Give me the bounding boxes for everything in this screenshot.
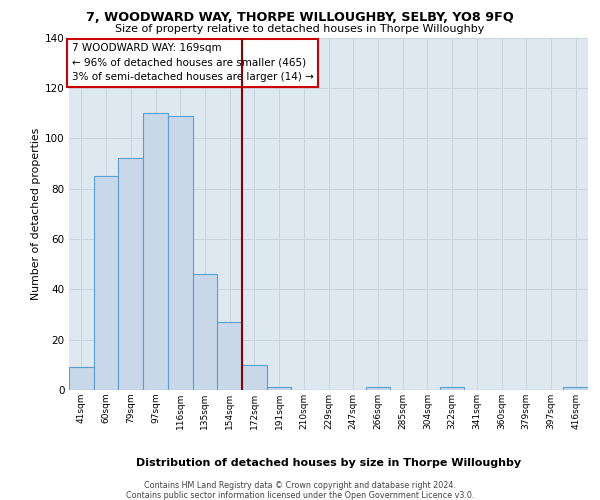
Text: 7, WOODWARD WAY, THORPE WILLOUGHBY, SELBY, YO8 9FQ: 7, WOODWARD WAY, THORPE WILLOUGHBY, SELB… xyxy=(86,11,514,24)
Text: Size of property relative to detached houses in Thorpe Willoughby: Size of property relative to detached ho… xyxy=(115,24,485,34)
Text: Distribution of detached houses by size in Thorpe Willoughby: Distribution of detached houses by size … xyxy=(136,458,521,468)
Bar xyxy=(365,388,390,390)
Bar xyxy=(267,388,292,390)
Bar xyxy=(242,365,267,390)
Bar xyxy=(217,322,242,390)
Text: Contains HM Land Registry data © Crown copyright and database right 2024.: Contains HM Land Registry data © Crown c… xyxy=(144,481,456,490)
Bar xyxy=(563,388,588,390)
Bar xyxy=(69,368,94,390)
Text: Contains public sector information licensed under the Open Government Licence v3: Contains public sector information licen… xyxy=(126,491,474,500)
Bar xyxy=(193,274,217,390)
Bar xyxy=(118,158,143,390)
Bar xyxy=(94,176,118,390)
Bar xyxy=(440,388,464,390)
Text: 7 WOODWARD WAY: 169sqm
← 96% of detached houses are smaller (465)
3% of semi-det: 7 WOODWARD WAY: 169sqm ← 96% of detached… xyxy=(71,43,313,82)
Bar xyxy=(143,113,168,390)
Bar xyxy=(168,116,193,390)
Y-axis label: Number of detached properties: Number of detached properties xyxy=(31,128,41,300)
